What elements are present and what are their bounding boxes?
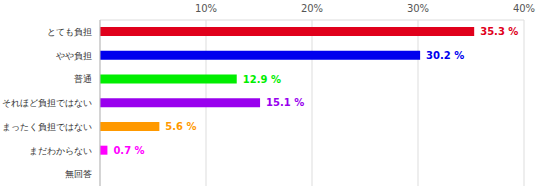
svg-text:無回答: 無回答 — [65, 169, 92, 179]
svg-text:20%: 20% — [301, 3, 323, 14]
svg-text:まだわからない: まだわからない — [29, 146, 92, 156]
svg-text:30%: 30% — [407, 3, 429, 14]
svg-text:5.6 %: 5.6 % — [165, 121, 196, 132]
svg-text:40%: 40% — [513, 3, 535, 14]
svg-text:10%: 10% — [195, 3, 217, 14]
svg-text:35.3 %: 35.3 % — [480, 26, 518, 37]
svg-text:0.7 %: 0.7 % — [113, 145, 144, 156]
svg-text:15.1 %: 15.1 % — [266, 97, 304, 108]
svg-text:それほど負担ではない: それほど負担ではない — [8, 98, 92, 108]
svg-text:とても負担: とても負担 — [47, 27, 92, 37]
svg-text:12.9 %: 12.9 % — [243, 74, 281, 85]
svg-text:まったく負担ではない: まったく負担ではない — [8, 122, 92, 132]
svg-text:やや負担: やや負担 — [56, 51, 92, 61]
svg-text:30.2 %: 30.2 % — [426, 50, 464, 61]
svg-text:普通: 普通 — [74, 74, 92, 84]
